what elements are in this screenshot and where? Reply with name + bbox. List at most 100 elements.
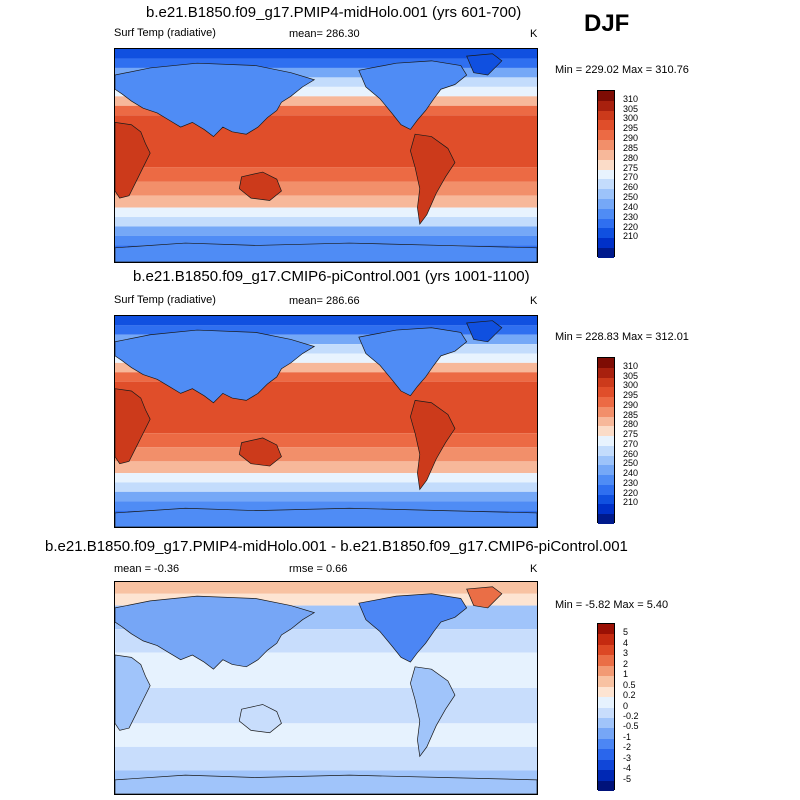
panel-1-field-band [115,49,537,59]
panel-2-units: K [530,295,538,307]
panel-3-colorbar-tick-label: -0.2 [623,710,639,721]
panel-3-mean: mean = -0.36 [114,563,180,575]
panel-3-units: K [530,563,538,575]
panel-1-colorbar-swatch [598,149,614,160]
panel-1-colorbar-tick-label: 270 [623,172,639,183]
panel-3-colorbar-swatch [598,770,614,781]
panel-2-colorbar-swatch [598,494,614,505]
panel-2-colorbar-swatch [598,436,614,446]
panel-2-colorbar-tick-label: 295 [623,390,639,401]
panel-3-colorbar-swatch [598,780,614,791]
panel-1-colorbar-tick-label: 210 [623,231,639,242]
panel-1-colorbar-tick-label: 230 [623,211,639,222]
panel-1-colorbar-swatch [598,189,614,199]
panel-1-field-band [115,195,537,208]
panel-1-field-band [115,77,537,87]
panel-3-continent-north-america [358,593,468,663]
panel-2-colorbar-tick-label: 285 [623,409,639,420]
panel-3-minmax: Min = -5.82 Max = 5.40 [555,599,669,611]
panel-2-colorbar-tick-label: 310 [623,360,639,371]
panel-3-colorbar-swatch [598,728,614,739]
panel-1-colorbar-tick-label: 280 [623,152,639,163]
panel-2-field-band [115,491,537,502]
panel-1-colorbar-tick-label: 290 [623,133,639,144]
panel-2-colorbar-swatch [598,465,614,475]
panel-2-field-band [115,344,537,354]
panel-2-colorbar-swatch [598,455,614,466]
panel-2-mean: mean= 286.66 [289,295,360,307]
panel-3-colorbar-tick-label: -0.5 [623,721,639,732]
panel-2-continent-greenland [466,320,503,343]
panel-3-colorbar-swatch [598,697,614,708]
season-label: DJF [584,10,630,37]
panel-3-colorbar-tick-label: 1 [623,669,629,680]
panel-1-units: K [530,28,538,40]
panel-2-colorbar-tick-label: 250 [623,458,639,469]
panel-2-field-band [115,334,537,345]
panel-3-map [114,581,538,795]
panel-3-colorbar-swatch [598,738,614,750]
panel-2-continent-africa [115,388,151,465]
panel-1-continent-antarctica [115,242,537,262]
panel-2-continent-australia [238,437,282,467]
panel-2-colorbar-swatch [598,514,614,524]
panel-3-colorbar-swatch [598,676,614,687]
panel-3-rmse: rmse = 0.66 [289,563,348,575]
panel-3-colorbar-swatch [598,644,614,656]
panel-2-field-band [115,447,537,462]
panel-1-colorbar-tick-label: 240 [623,201,639,212]
panel-2-colorbar [597,357,615,524]
panel-2-colorbar-swatch [598,367,614,378]
panel-1-colorbar-swatch [598,120,614,131]
panel-3-colorbar-tick-label: 3 [623,648,629,659]
panel-3-colorbar-swatch [598,707,614,718]
panel-1-continent-south-america [410,133,456,226]
panel-2-field-band [115,325,537,335]
panel-1-map-svg [115,49,537,262]
panel-2-variable: Surf Temp (radiative) [114,294,216,306]
panel-1-field-band [115,105,537,116]
panel-1-colorbar-tick-label: 295 [623,123,639,134]
panel-3-colorbar-swatch [598,624,614,635]
panel-3-colorbar-swatch [598,717,614,729]
panel-3-colorbar [597,623,615,791]
panel-1-colorbar-swatch [598,228,614,239]
panel-3-colorbar-tick-label: -3 [623,752,632,763]
panel-3-title: b.e21.B1850.f09_g17.PMIP4-midHolo.001 - … [45,538,628,555]
panel-2-field-band [115,353,537,363]
panel-2-continent-antarctica [115,507,537,527]
panel-2-colorbar-swatch [598,358,614,368]
panel-3-colorbar-tick-label: -4 [623,763,632,774]
panel-2-colorbar-swatch [598,484,614,495]
panel-3-continent-africa [115,654,151,731]
panel-3-map-svg [115,582,537,794]
panel-1-continent-australia [238,171,282,201]
panel-1-mean: mean= 286.30 [289,28,360,40]
panel-2-colorbar-tick-label: 210 [623,497,639,508]
panel-1-field-band [115,226,537,236]
panel-1-field-band [115,217,537,227]
panel-3-field-band [115,652,537,688]
panel-1-colorbar-tick-label: 300 [623,113,639,124]
panel-3-colorbar-tick-label: -5 [623,773,632,784]
panel-2-colorbar-swatch [598,504,614,514]
panel-2-colorbar-tick-label: 290 [623,399,639,410]
panel-2-colorbar-swatch [598,397,614,407]
panel-2-minmax: Min = 228.83 Max = 312.01 [555,331,689,343]
panel-2-colorbar-swatch [598,416,614,427]
panel-3-colorbar-tick-label: -2 [623,742,632,753]
panel-1-field-band [115,207,537,218]
panel-2-field-band [115,501,537,511]
panel-1-colorbar-swatch [598,169,614,180]
panel-2-colorbar-swatch [598,426,614,436]
panel-2-field-band [115,362,537,373]
panel-1-colorbar-swatch [598,208,614,219]
panel-3-colorbar-tick-label: 0 [623,700,629,711]
panel-2-continent-south-america [410,400,456,491]
panel-1-colorbar-swatch [598,159,614,170]
panel-1-colorbar-swatch [598,179,614,190]
panel-2-field-band [115,473,537,483]
panel-2-colorbar-swatch [598,387,614,397]
panel-3-colorbar-tick-label: 0.2 [623,690,636,701]
panel-2-colorbar-tick-label: 275 [623,429,639,440]
